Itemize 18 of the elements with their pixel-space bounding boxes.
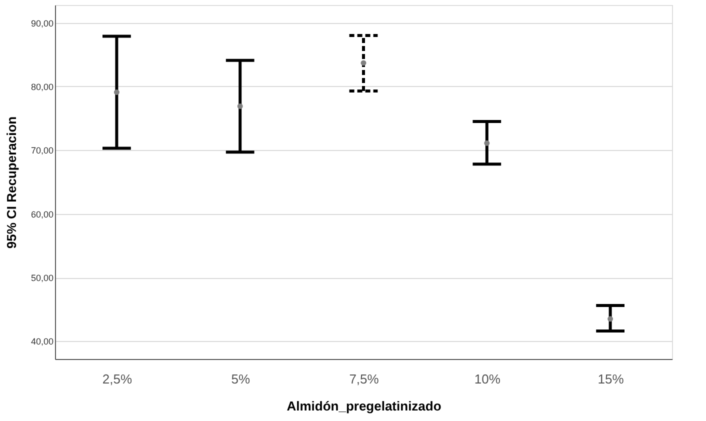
point — [114, 89, 120, 95]
y-tick-label: 40,00 — [30, 336, 54, 347]
point — [360, 60, 366, 66]
point — [484, 140, 490, 146]
x-tick-label: 7,5% — [349, 372, 380, 386]
x-axis-title: Almidón_pregelatinizado — [286, 398, 442, 414]
point — [608, 316, 614, 322]
y-tick-label: 50,00 — [30, 273, 54, 284]
x-tick-label: 5% — [231, 372, 250, 386]
y-tick-label: 60,00 — [30, 209, 54, 220]
y-tick-label: 70,00 — [30, 146, 54, 156]
x-tick-label: 10% — [474, 372, 501, 386]
y-axis-title: 95% CI Recuperacion — [4, 116, 19, 249]
x-tick-label: 15% — [598, 372, 624, 386]
y-tick-label: 90,00 — [30, 18, 54, 28]
x-tick-label: 2,5% — [102, 372, 132, 386]
y-tick-label: 80,00 — [30, 82, 54, 92]
point — [237, 104, 243, 109]
